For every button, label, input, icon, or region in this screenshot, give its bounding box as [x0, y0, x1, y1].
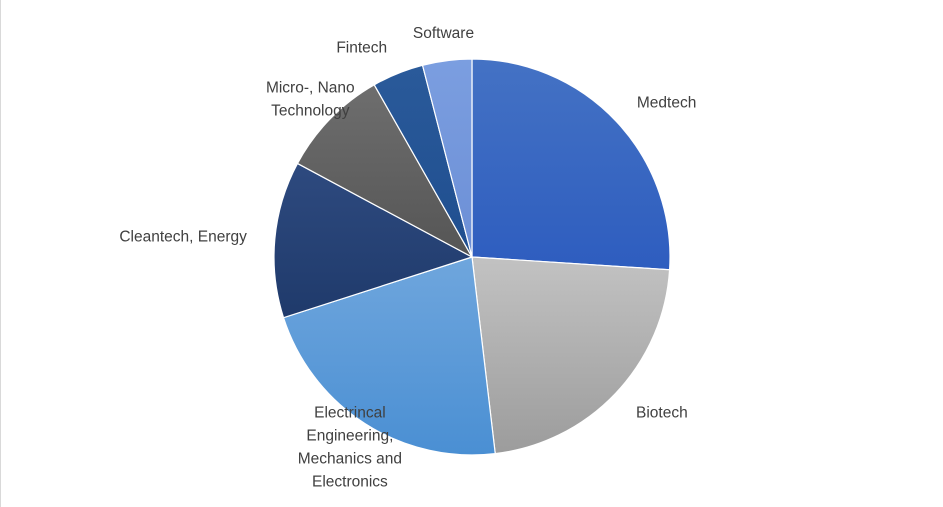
pie-slice-software — [421, 58, 473, 258]
chart-border — [0, 0, 1, 507]
pie-slice-micro-nano-technology — [296, 84, 474, 259]
slice-label-medtech: Medtech — [637, 94, 696, 111]
slice-label-micro-nano-technology: Micro-, Nano Technology — [266, 80, 355, 120]
slice-label-biotech: Biotech — [636, 405, 688, 422]
pie-slice-biotech — [471, 256, 671, 455]
slice-label-software: Software — [413, 25, 474, 42]
slice-label-electrincal-engineering-mechanics-and-electronics: Electrincal Engineering, Mechanics and Elec… — [298, 405, 402, 491]
pie-slice-medtech — [471, 58, 671, 271]
slice-label-cleantech-energy: Cleantech, Energy — [119, 229, 247, 246]
pie-slice-electrincal-engineering-mechanics-and-electronics — [282, 256, 496, 456]
pie-slice-cleantech-energy — [273, 162, 474, 319]
slice-label-fintech: Fintech — [336, 40, 387, 57]
